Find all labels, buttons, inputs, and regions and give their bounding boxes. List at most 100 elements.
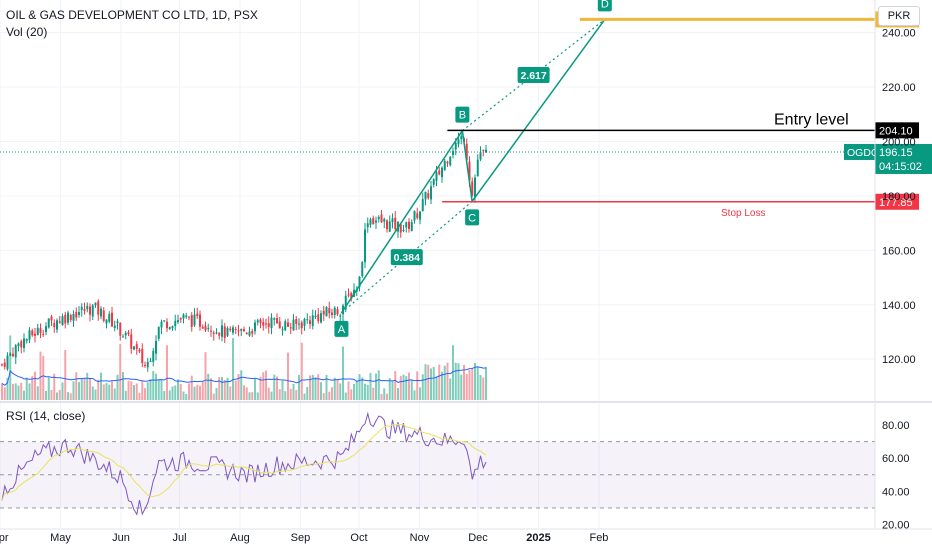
candle-body xyxy=(350,293,353,300)
rsi-pane: 20.00 40.00 60.00 80.00 xyxy=(0,411,910,532)
volume-bar xyxy=(287,352,289,400)
leg-cd xyxy=(471,18,606,202)
volume-bar xyxy=(460,374,463,400)
volume-bar xyxy=(281,380,284,400)
time-axis: Apr May Jun Jul Aug Sep Oct Nov Dec 2025 Feb xyxy=(0,532,608,544)
candle-body xyxy=(295,318,298,324)
volume-bar xyxy=(196,384,199,400)
volume-bar xyxy=(75,372,78,400)
candle-body xyxy=(251,330,254,334)
time-tick-label: 2025 xyxy=(526,532,550,544)
candle-body xyxy=(245,332,248,334)
candle-body xyxy=(364,229,366,263)
rsi-tick-label: 40.00 xyxy=(882,486,910,498)
volume-bar xyxy=(408,372,410,400)
volume-bar xyxy=(20,382,23,400)
candle-body xyxy=(138,349,141,352)
volume-bar xyxy=(476,367,479,400)
volume-bar xyxy=(380,393,383,400)
volume-bar xyxy=(58,390,61,400)
candle-body xyxy=(14,345,17,358)
candle-body xyxy=(102,310,105,321)
price-tick-label: 220.00 xyxy=(882,82,916,94)
volume-bar xyxy=(295,389,298,400)
volume-bar xyxy=(124,390,127,400)
candle-body xyxy=(270,317,273,328)
volume-bar xyxy=(133,384,135,400)
candle-body xyxy=(58,321,61,323)
candle-body xyxy=(482,149,485,151)
candle-body xyxy=(476,159,479,177)
volume-bar xyxy=(471,368,474,400)
volume-bar xyxy=(402,374,405,400)
volume-bar xyxy=(42,355,45,400)
volume-bar xyxy=(350,389,353,400)
candle-body xyxy=(443,160,446,170)
candle-body xyxy=(427,193,430,199)
volume-bar xyxy=(210,378,212,400)
time-tick-label: Dec xyxy=(468,532,488,544)
volume-bar xyxy=(446,362,449,400)
volume-bar xyxy=(317,374,320,400)
volume-bar xyxy=(97,379,100,400)
time-tick-label: Nov xyxy=(410,532,430,544)
volume-bar xyxy=(221,377,223,400)
volume-bar xyxy=(474,362,476,400)
rsi-line xyxy=(1,411,487,516)
volume-bar xyxy=(347,381,350,400)
volume-bar xyxy=(64,349,67,400)
candle-body xyxy=(9,353,12,356)
volume-bar xyxy=(185,393,188,400)
candle-body xyxy=(207,328,210,330)
candle-body xyxy=(454,142,457,150)
volume-bar xyxy=(179,383,182,400)
harmonic-drawing: 0.384 2.617 A B C D Entry level 204.10 Stop Loss… xyxy=(0,0,932,337)
candle-body xyxy=(320,313,322,323)
candle-body xyxy=(237,330,240,332)
candle-body xyxy=(53,323,56,328)
volume-bar xyxy=(405,376,408,400)
rsi-tick-label: 20.00 xyxy=(882,520,910,532)
currency-button[interactable]: PKR xyxy=(878,6,920,26)
candle-body xyxy=(468,161,471,181)
volume-bar xyxy=(303,393,306,400)
candle-body xyxy=(91,305,94,317)
candle-body xyxy=(179,318,182,320)
volume-bar xyxy=(204,352,207,400)
volume-bar xyxy=(78,382,80,400)
point-label-box xyxy=(455,106,470,123)
volume-bar xyxy=(207,373,210,400)
volume-bar xyxy=(168,390,171,400)
candle-body xyxy=(405,222,408,228)
candle-body xyxy=(325,307,328,317)
volume-bar xyxy=(248,392,251,400)
volume-bar xyxy=(113,388,116,400)
volume-bar xyxy=(67,392,69,400)
stop-loss-price-label: 177.85 xyxy=(879,197,913,209)
volume-bar xyxy=(122,371,124,400)
volume-bar xyxy=(193,386,196,400)
candle-body xyxy=(97,301,100,315)
candle-body xyxy=(460,136,463,140)
candle-body xyxy=(309,320,311,324)
volume-bar xyxy=(157,379,160,400)
candle-body xyxy=(254,322,256,332)
volume-bar xyxy=(1,383,3,400)
volume-bar xyxy=(152,370,155,400)
rsi-tick-label: 60.00 xyxy=(882,453,910,465)
volume-bar xyxy=(80,378,83,400)
candle-body xyxy=(94,302,97,306)
volume-bar xyxy=(339,383,342,400)
volume-bar xyxy=(155,373,157,400)
volume-bar xyxy=(174,385,177,400)
volume-bars xyxy=(1,335,487,400)
candle-body xyxy=(50,316,53,321)
rsi-indicator-label[interactable]: RSI (14, close) xyxy=(6,409,86,423)
candle-body xyxy=(12,353,14,357)
volume-indicator-label[interactable]: Vol (20) xyxy=(6,25,48,39)
candle-body xyxy=(336,309,339,315)
volume-bar xyxy=(6,377,9,400)
candle-body xyxy=(160,321,163,328)
candle-body xyxy=(47,318,50,328)
